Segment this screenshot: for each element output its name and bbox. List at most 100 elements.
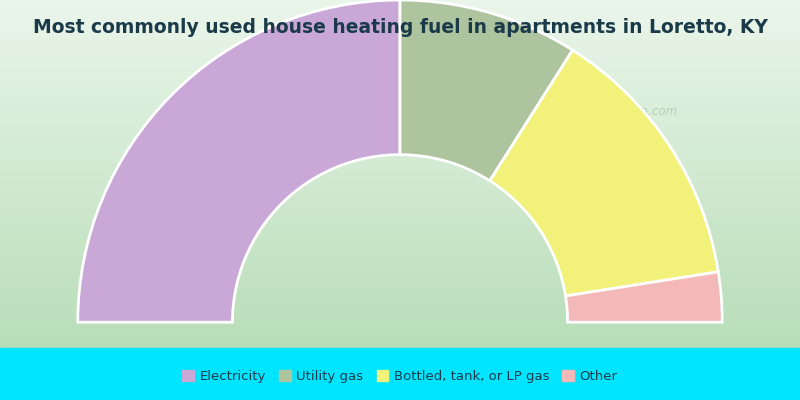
Bar xyxy=(0,169,800,172)
Bar xyxy=(0,308,800,311)
Bar xyxy=(0,18,800,21)
Bar xyxy=(0,345,800,348)
Bar xyxy=(0,62,800,65)
Bar xyxy=(0,34,800,37)
Bar xyxy=(0,296,800,299)
Bar xyxy=(0,211,800,214)
Bar xyxy=(0,32,800,35)
Bar xyxy=(0,37,800,40)
Bar xyxy=(0,48,800,51)
Bar xyxy=(0,234,800,237)
Bar xyxy=(0,194,800,197)
Bar xyxy=(0,341,800,343)
Bar xyxy=(0,106,800,109)
Bar xyxy=(0,273,800,276)
Bar xyxy=(0,243,800,246)
Bar xyxy=(0,278,800,281)
Bar xyxy=(0,252,800,255)
Legend: Electricity, Utility gas, Bottled, tank, or LP gas, Other: Electricity, Utility gas, Bottled, tank,… xyxy=(177,365,623,388)
Bar xyxy=(0,285,800,288)
Bar xyxy=(0,336,800,339)
Bar xyxy=(0,86,800,88)
Bar xyxy=(0,294,800,297)
Wedge shape xyxy=(566,272,722,322)
Bar xyxy=(0,313,800,316)
Bar xyxy=(0,320,800,322)
Bar xyxy=(0,81,800,84)
Bar xyxy=(0,132,800,134)
Bar xyxy=(0,14,800,16)
Bar xyxy=(0,109,800,111)
Bar xyxy=(0,241,800,244)
Bar xyxy=(0,95,800,98)
Bar xyxy=(0,104,800,107)
Bar xyxy=(0,174,800,176)
Bar xyxy=(0,150,800,153)
Bar xyxy=(0,67,800,70)
Bar xyxy=(0,343,800,346)
Bar xyxy=(0,58,800,60)
Bar xyxy=(0,324,800,327)
Bar xyxy=(0,6,800,9)
Bar xyxy=(0,250,800,253)
Bar xyxy=(0,229,800,232)
Bar xyxy=(0,202,800,204)
Bar xyxy=(0,90,800,93)
Bar xyxy=(0,299,800,302)
Bar xyxy=(0,64,800,67)
Bar xyxy=(0,97,800,100)
Bar xyxy=(0,208,800,211)
Bar xyxy=(0,218,800,220)
Bar xyxy=(0,329,800,332)
Bar xyxy=(0,206,800,209)
Bar xyxy=(0,266,800,269)
Bar xyxy=(0,120,800,123)
Bar xyxy=(0,28,800,30)
Bar xyxy=(0,246,800,248)
Bar xyxy=(0,188,800,190)
Bar xyxy=(0,122,800,125)
Bar xyxy=(0,0,800,2)
Bar xyxy=(0,139,800,142)
Wedge shape xyxy=(400,0,573,181)
Bar xyxy=(0,310,800,313)
Bar xyxy=(0,213,800,216)
Bar xyxy=(0,46,800,49)
Bar xyxy=(0,55,800,58)
Text: City-Data.com: City-Data.com xyxy=(594,106,678,118)
Bar xyxy=(0,113,800,116)
Bar xyxy=(0,331,800,334)
Bar xyxy=(0,160,800,162)
Bar xyxy=(0,260,800,262)
Bar xyxy=(0,318,800,320)
Bar xyxy=(0,60,800,63)
Bar xyxy=(0,176,800,179)
Bar xyxy=(0,190,800,192)
Bar xyxy=(0,304,800,306)
Bar xyxy=(0,69,800,72)
Bar xyxy=(0,116,800,118)
Bar xyxy=(0,162,800,165)
Bar xyxy=(0,232,800,234)
Bar xyxy=(0,204,800,206)
Wedge shape xyxy=(78,0,400,322)
Bar xyxy=(0,276,800,278)
Bar xyxy=(0,236,800,239)
Bar xyxy=(0,280,800,283)
Bar xyxy=(0,197,800,200)
Bar xyxy=(0,248,800,250)
Bar xyxy=(0,338,800,341)
Bar xyxy=(0,271,800,274)
Bar xyxy=(0,16,800,18)
Bar xyxy=(0,20,800,23)
Bar xyxy=(0,348,800,400)
Bar xyxy=(0,74,800,76)
Bar xyxy=(0,2,800,5)
Bar xyxy=(0,144,800,146)
Bar xyxy=(0,178,800,181)
Bar xyxy=(0,102,800,104)
Bar xyxy=(0,76,800,79)
Bar xyxy=(0,9,800,12)
Bar xyxy=(0,146,800,148)
Bar xyxy=(0,287,800,290)
